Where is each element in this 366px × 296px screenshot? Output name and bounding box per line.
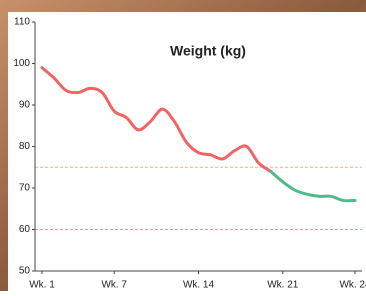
x-tick-label: Wk. 24 <box>339 280 366 291</box>
y-tick-label: 110 <box>14 17 30 28</box>
y-tick-label: 100 <box>13 58 30 69</box>
x-tick-label: Wk. 7 <box>101 280 127 291</box>
y-tick-label: 60 <box>19 224 31 235</box>
page: {"chart_data": { "type": "line", "title"… <box>0 0 366 291</box>
x-tick-label: Wk. 14 <box>183 280 215 291</box>
chart-title: Weight (kg) <box>170 43 246 59</box>
y-tick-label: 70 <box>19 183 31 194</box>
y-tick-label: 50 <box>19 266 31 277</box>
chart: Weight (kg) 50 60 70 80 90 100 110 Wk. 1 Wk. 7 Wk… <box>0 0 366 291</box>
x-tick-label: Wk. 1 <box>29 280 55 291</box>
y-tick-label: 90 <box>19 100 31 111</box>
y-tick-label: 80 <box>19 141 31 152</box>
x-tick-label: Wk. 21 <box>267 280 299 291</box>
